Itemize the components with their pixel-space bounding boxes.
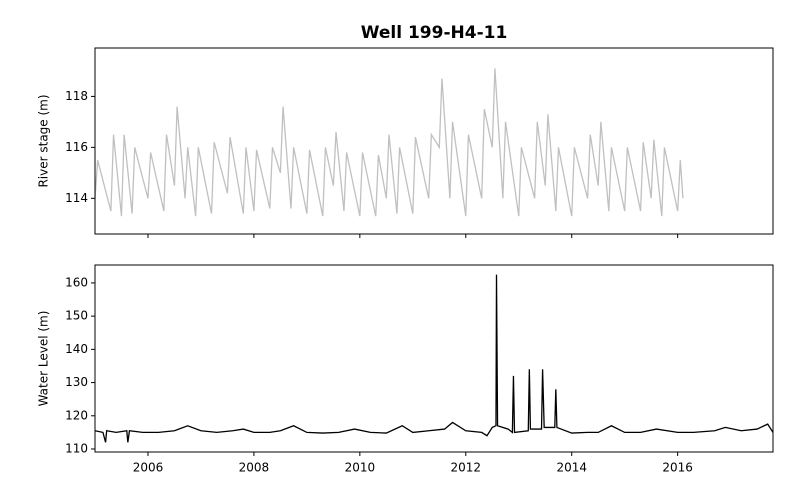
y-tick-label: 120 xyxy=(65,408,88,422)
x-tick-label: 2014 xyxy=(556,461,587,475)
y-tick-label: 160 xyxy=(65,275,88,289)
x-tick-label: 2012 xyxy=(451,461,482,475)
y-tick-label: 140 xyxy=(65,342,88,356)
y-tick-label: 110 xyxy=(65,442,88,456)
axes-frame xyxy=(94,47,774,235)
axes-frame xyxy=(94,264,774,453)
chart-title: Well 199-H4-11 xyxy=(361,23,508,43)
y-tick-label: 116 xyxy=(65,140,88,154)
data-line xyxy=(95,274,773,443)
y-axis-label: River stage (m) xyxy=(37,94,51,187)
x-tick-label: 2008 xyxy=(239,461,270,475)
y-tick-label: 150 xyxy=(65,309,88,323)
x-tick-label: 2010 xyxy=(345,461,376,475)
y-tick-label: 118 xyxy=(65,89,88,103)
x-tick-label: 2016 xyxy=(662,461,693,475)
data-line xyxy=(95,68,684,217)
x-tick-label: 2006 xyxy=(133,461,164,475)
y-axis-label: Water Level (m) xyxy=(37,311,51,407)
y-tick-label: 130 xyxy=(65,375,88,389)
y-tick-label: 114 xyxy=(65,191,88,205)
